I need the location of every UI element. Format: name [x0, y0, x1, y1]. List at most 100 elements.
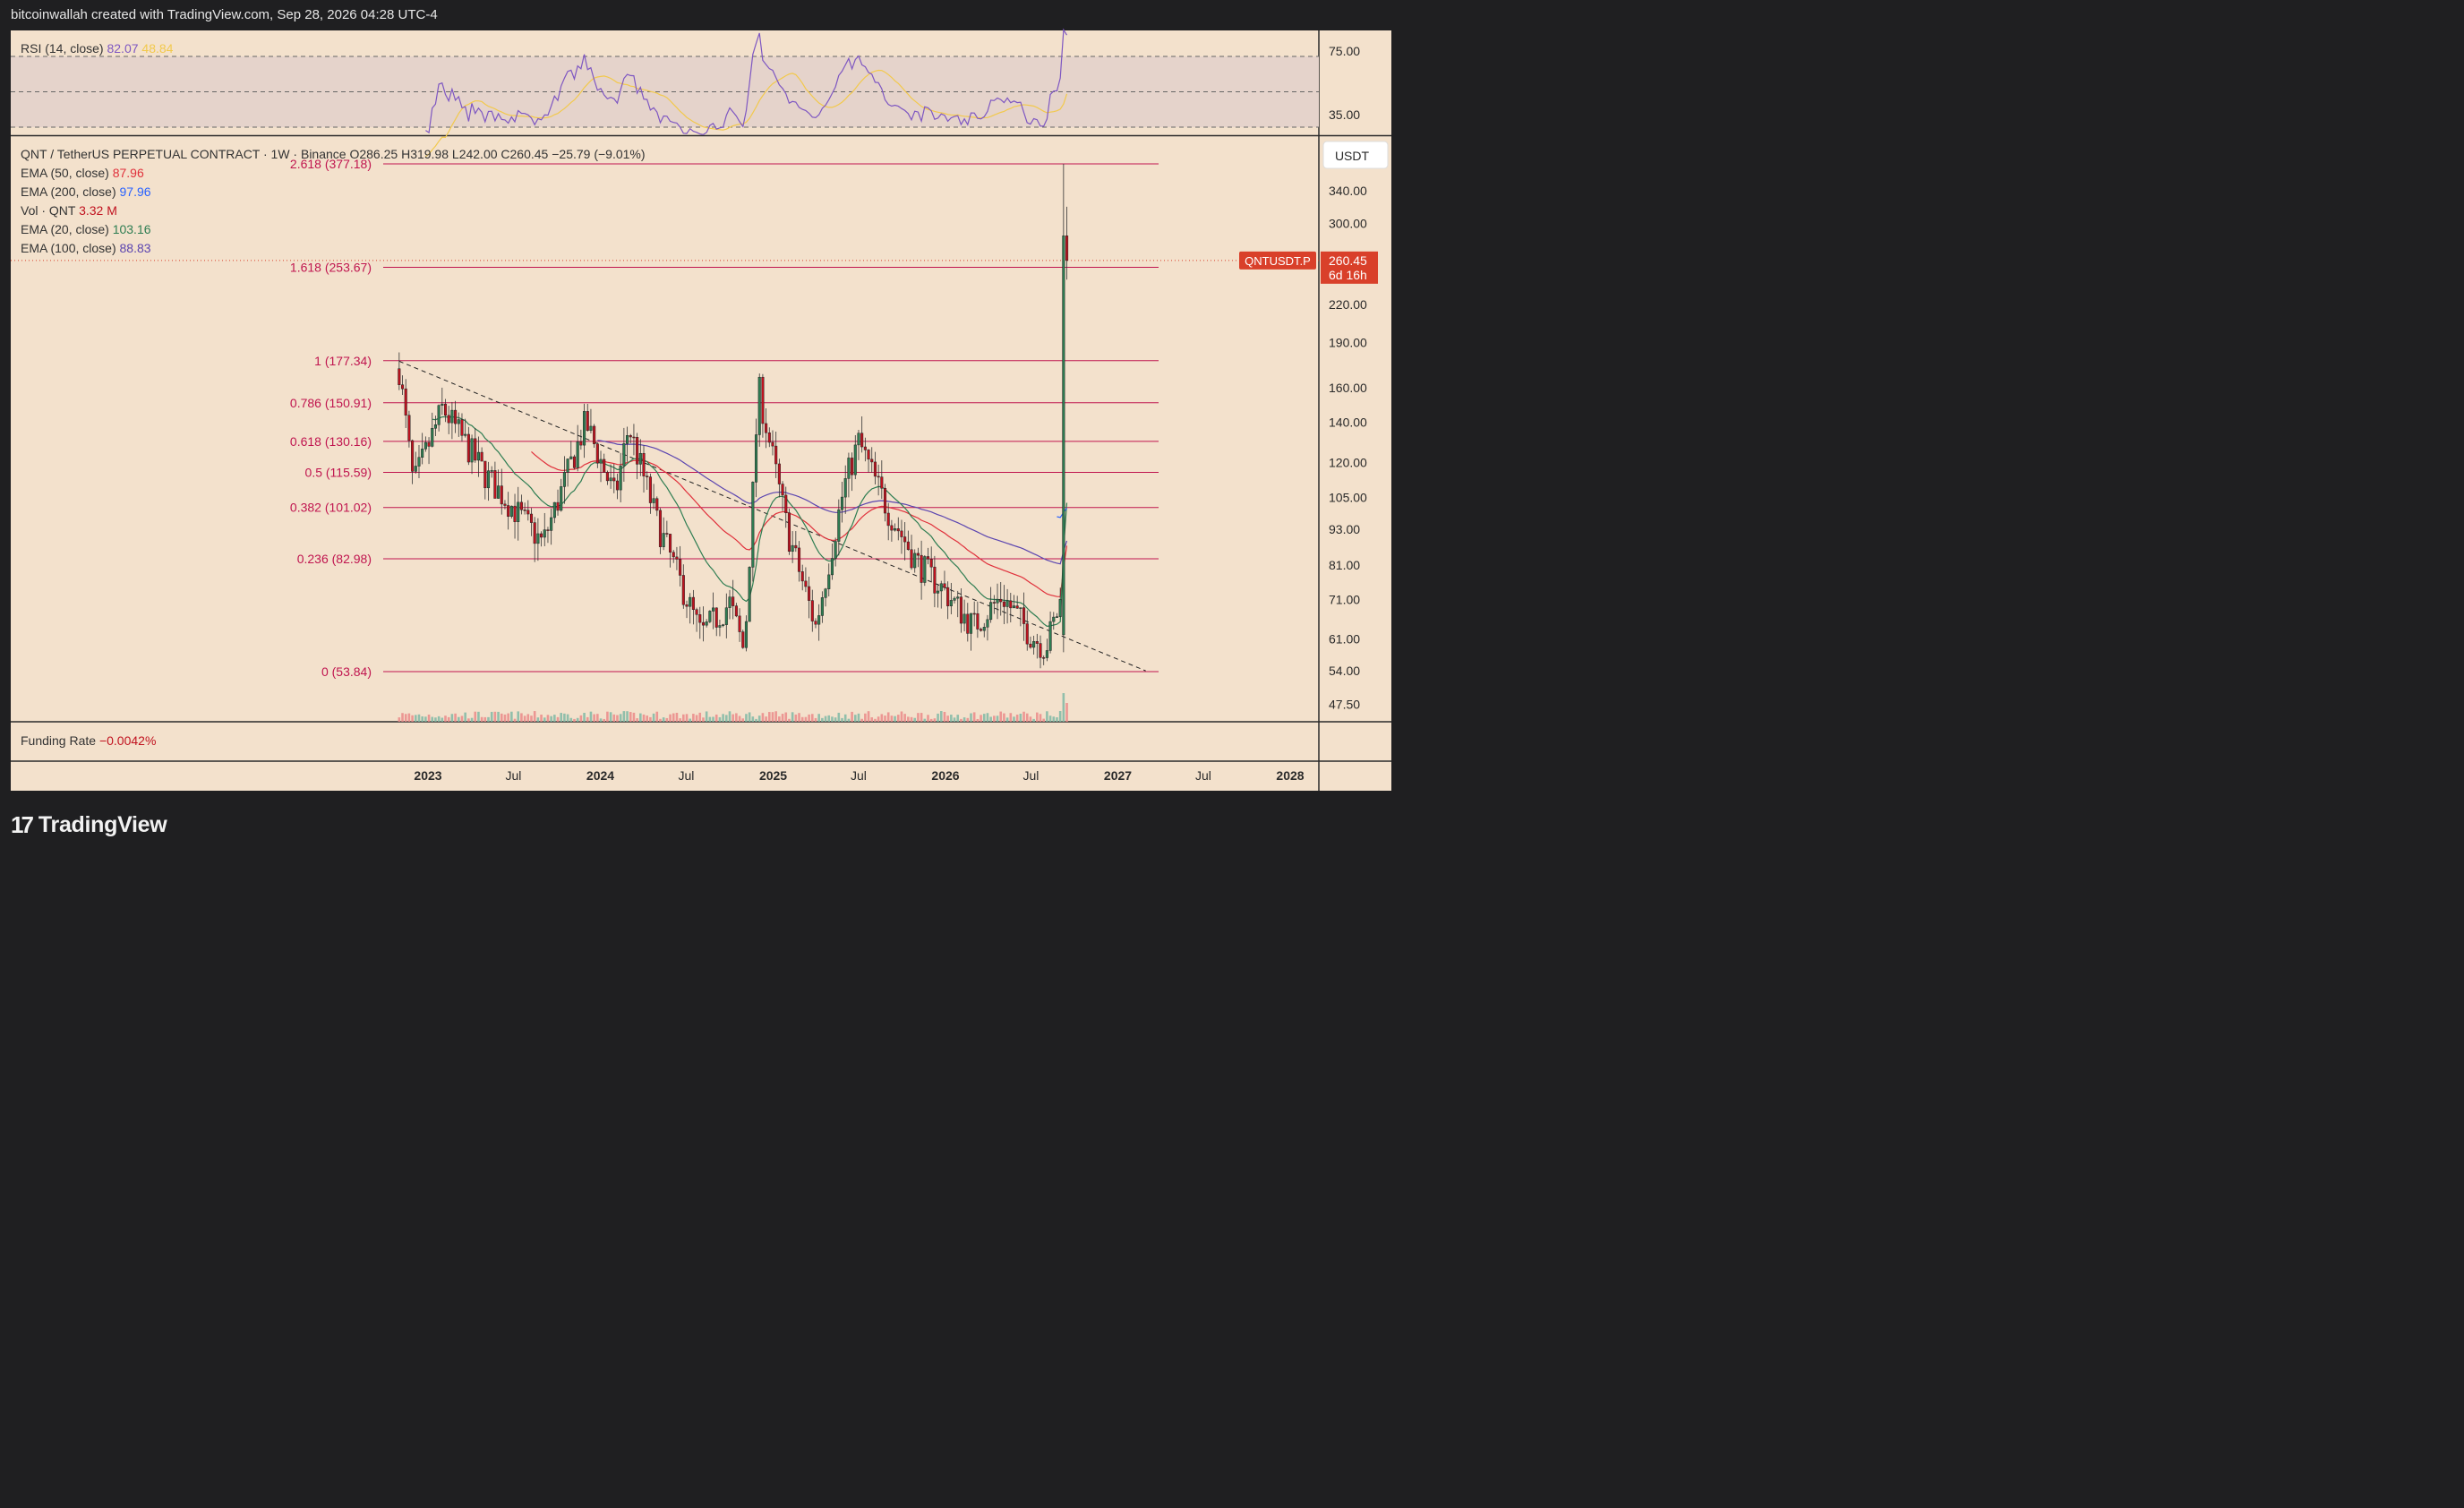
indicator-legend: Vol · QNT 3.32 M: [21, 203, 117, 218]
currency-button-bg: [1322, 141, 1389, 169]
candle: [890, 519, 894, 542]
time-tick: Jul: [1023, 768, 1040, 783]
volume-bar: [728, 711, 732, 722]
candle-body: [562, 472, 566, 487]
candle-body: [421, 449, 424, 458]
price-tick: 140.00: [1329, 416, 1367, 430]
volume-bar: [483, 716, 487, 722]
candle: [810, 589, 814, 632]
volume-bar: [927, 715, 929, 722]
volume-bar: [695, 715, 698, 722]
candle: [665, 520, 669, 537]
volume-bar: [1013, 716, 1015, 722]
candle-body: [830, 558, 834, 576]
volume-bar: [427, 714, 431, 722]
chart-canvas[interactable]: 2.618 (377.18) 1.618 (253.67) 1 (177.34) 0.…: [0, 0, 1404, 859]
candle-body: [771, 441, 774, 447]
candle-body: [566, 458, 569, 473]
candle-body: [569, 456, 573, 459]
volume-bar: [460, 715, 464, 722]
candle: [757, 373, 761, 447]
volume-bar: [821, 717, 824, 722]
candle-body: [695, 609, 698, 615]
price-tick: 340.00: [1329, 184, 1367, 198]
candle: [533, 517, 536, 562]
candle: [466, 426, 470, 466]
candle: [681, 564, 685, 609]
candle: [493, 461, 497, 499]
ohlc-high: H319.98: [401, 147, 452, 161]
candle-body: [817, 615, 821, 625]
candle: [873, 451, 877, 484]
price-tick: 220.00: [1329, 297, 1367, 312]
rsi-ma-line: [425, 69, 1068, 158]
candle-body: [765, 423, 768, 433]
ohlc-change: −25.79 (−9.01%): [552, 147, 645, 161]
candle: [843, 465, 847, 514]
candle: [619, 452, 622, 502]
volume-bar: [735, 713, 738, 722]
volume-bar: [540, 714, 543, 722]
candle-body: [437, 405, 441, 425]
volume-bar: [682, 714, 685, 722]
candle: [1048, 611, 1052, 654]
volume-bar: [1065, 703, 1068, 722]
price-tick: 71.00: [1329, 592, 1360, 606]
candle-body: [794, 544, 798, 549]
volume-bar: [659, 718, 662, 722]
volume-bar: [1039, 714, 1042, 722]
volume-bar: [649, 716, 652, 722]
candle: [744, 615, 748, 652]
candle: [691, 589, 695, 625]
candle: [603, 453, 606, 473]
candle-body: [1012, 605, 1016, 609]
candle: [615, 473, 620, 500]
candle-body: [857, 433, 860, 446]
candle-body: [920, 554, 923, 583]
volume-bar: [407, 713, 411, 722]
candle: [486, 461, 491, 501]
volume-bar: [447, 716, 450, 722]
candle: [787, 509, 791, 555]
candle: [546, 527, 550, 544]
volume-bar: [843, 714, 847, 722]
volume-bar: [1048, 715, 1052, 722]
candle-body: [576, 441, 579, 468]
candle-body: [900, 530, 903, 537]
volume-bar: [563, 713, 566, 722]
candle: [877, 464, 880, 496]
volume-bar: [705, 711, 708, 722]
candle-body: [883, 487, 887, 514]
volume-bar: [404, 714, 407, 722]
price-tick: 61.00: [1329, 632, 1360, 647]
candle-body: [629, 435, 632, 438]
rsi-value: 82.07: [107, 41, 141, 56]
volume-bar: [655, 711, 659, 722]
currency-button[interactable]: USDT: [1322, 141, 1389, 169]
candle-body: [583, 411, 586, 446]
volume-bar: [810, 714, 814, 722]
candle-body: [787, 512, 791, 553]
candle: [543, 512, 546, 546]
candle-body: [1002, 601, 1005, 607]
fib-level-label: 0 (53.84): [321, 664, 372, 679]
candle-body: [732, 596, 735, 606]
candle: [447, 406, 450, 434]
candle-body: [808, 586, 811, 601]
candle-body: [1022, 607, 1026, 624]
volume-bar: [662, 717, 665, 722]
candle-body: [457, 419, 460, 424]
fib-level-label: 1.618 (253.67): [290, 261, 372, 275]
candle: [767, 427, 771, 448]
volume-bar: [1056, 717, 1058, 722]
candle: [738, 608, 741, 642]
volume-bar: [414, 715, 417, 722]
volume-bar: [794, 714, 798, 722]
candle: [920, 540, 923, 600]
volume-bar: [437, 715, 441, 722]
volume-bar: [679, 718, 681, 722]
candle: [933, 555, 937, 608]
candle: [923, 554, 927, 587]
volume-bar: [765, 716, 767, 722]
volume-bar: [606, 711, 609, 722]
